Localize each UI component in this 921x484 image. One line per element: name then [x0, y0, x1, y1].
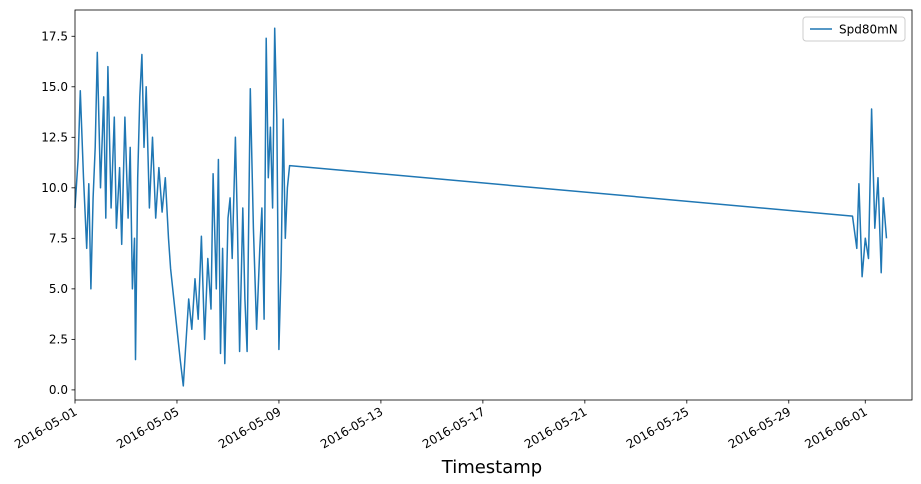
- x-tick-label: 2016-05-05: [114, 404, 181, 451]
- x-tick-label: 2016-05-01: [12, 404, 79, 451]
- legend-box: [802, 16, 906, 42]
- plot-area: [75, 10, 912, 400]
- x-axis-label: Timestamp: [441, 457, 542, 478]
- x-tick-label: 2016-05-29: [726, 404, 793, 451]
- y-tick-label: 0.0: [49, 383, 68, 397]
- x-tick-label: 2016-05-21: [522, 404, 589, 451]
- x-tick-label: 2016-05-13: [318, 404, 385, 451]
- y-tick-label: 17.5: [41, 29, 68, 43]
- x-tick-label: 2016-05-17: [420, 404, 487, 451]
- axes-frame: [74, 9, 913, 401]
- x-tick-label: 2016-05-25: [624, 404, 691, 451]
- plot-background: [75, 10, 912, 400]
- y-tick-label: 10.0: [41, 181, 68, 195]
- series-line-0: [74, 27, 888, 387]
- x-tick-label: 2016-06-01: [802, 404, 869, 451]
- legend: Spd80mN: [802, 16, 906, 42]
- y-tick-label: 5.0: [49, 282, 68, 296]
- y-tick-label: 2.5: [49, 332, 68, 346]
- legend-label: Spd80mN: [839, 23, 898, 37]
- y-tick-label: 15.0: [41, 80, 68, 94]
- y-tick-label: 12.5: [41, 130, 68, 144]
- y-tick-label: 7.5: [49, 231, 68, 245]
- series-layer: [74, 27, 888, 387]
- x-tick-label: 2016-05-09: [216, 404, 283, 451]
